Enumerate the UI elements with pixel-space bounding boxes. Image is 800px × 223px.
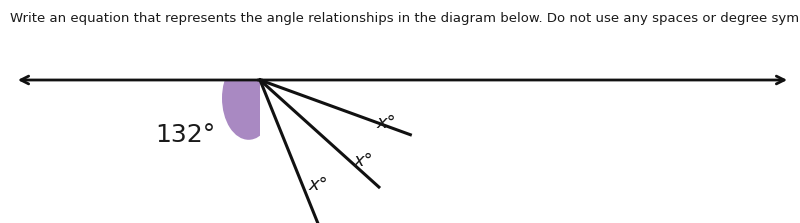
Ellipse shape xyxy=(222,57,275,140)
Text: Write an equation that represents the angle relationships in the diagram below. : Write an equation that represents the an… xyxy=(10,12,800,25)
Text: x°: x° xyxy=(309,176,328,194)
Text: 132°: 132° xyxy=(155,123,215,147)
Text: x°: x° xyxy=(376,114,396,132)
Text: x°: x° xyxy=(354,152,374,170)
